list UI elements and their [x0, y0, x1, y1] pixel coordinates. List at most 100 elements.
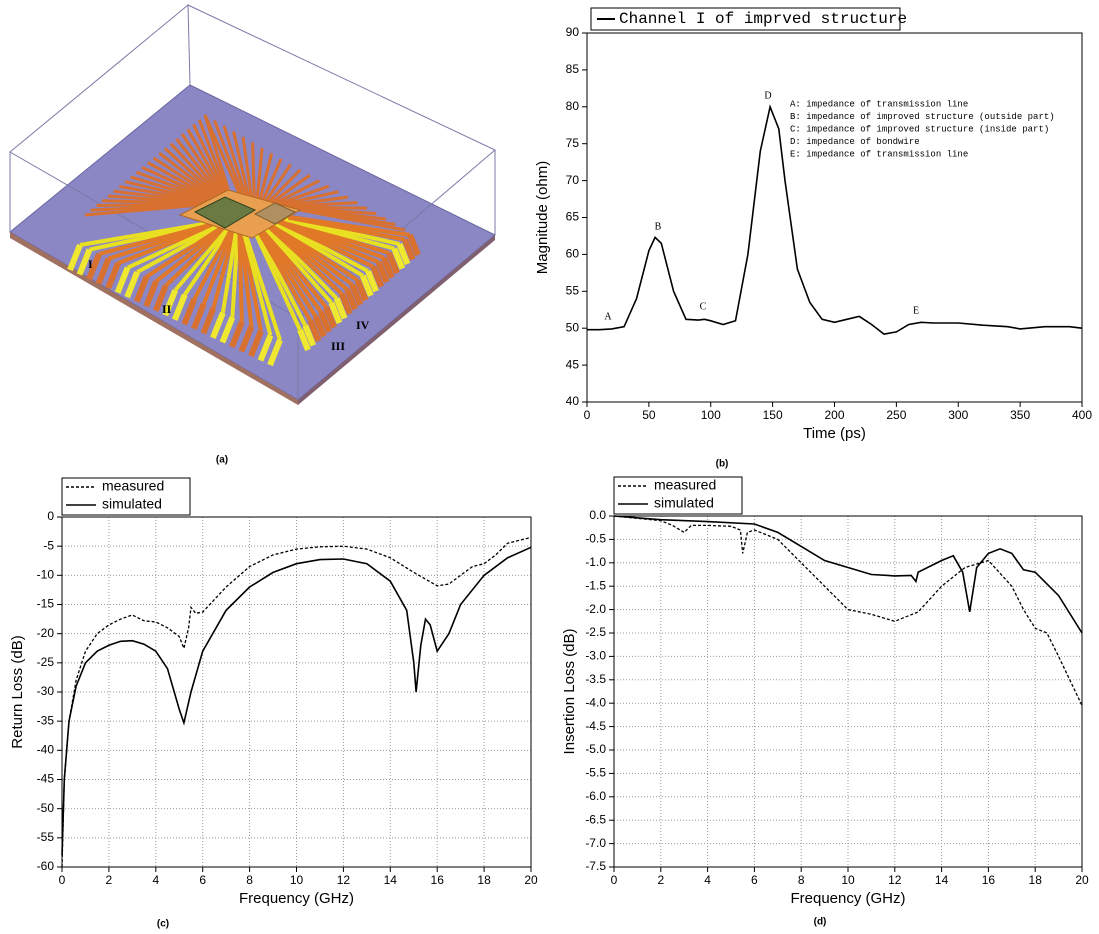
x-tick-label: 250 — [886, 408, 906, 422]
channel-label: IV — [356, 318, 370, 332]
x-tick-label: 16 — [431, 873, 445, 887]
y-tick-label: -15 — [37, 597, 55, 611]
y-tick-label: -60 — [37, 859, 55, 873]
x-tick-label: 10 — [841, 873, 855, 887]
x-tick-label: 8 — [798, 873, 805, 887]
channel-label: III — [331, 339, 345, 353]
y-tick-label: -35 — [37, 713, 55, 727]
x-tick-label: 0 — [59, 873, 66, 887]
legend-label: simulated — [102, 496, 162, 512]
y-tick-label: -20 — [37, 626, 55, 640]
x-tick-label: 400 — [1072, 408, 1092, 422]
legend-label: measured — [654, 477, 716, 493]
y-tick-label: -40 — [37, 743, 55, 757]
plot-frame — [587, 33, 1082, 402]
x-tick-label: 18 — [477, 873, 491, 887]
y-axis-label: Return Loss (dB) — [9, 635, 26, 748]
legend-label: Channel I of imprved structure — [619, 10, 907, 28]
x-axis-label: Frequency (GHz) — [239, 890, 354, 907]
x-tick-label: 50 — [642, 408, 656, 422]
x-tick-label: 12 — [888, 873, 902, 887]
caption: (b) — [716, 459, 729, 470]
x-tick-label: 18 — [1029, 873, 1043, 887]
annotation: A: impedance of transmission line — [790, 99, 968, 109]
y-tick-label: -7.5 — [585, 859, 606, 873]
y-tick-label: -45 — [37, 772, 55, 786]
x-tick-label: 0 — [584, 408, 591, 422]
point-label: E — [913, 305, 919, 316]
y-tick-label: 60 — [566, 247, 580, 261]
package-render — [10, 5, 495, 405]
y-tick-label: 70 — [566, 173, 580, 187]
channel-label: I — [88, 257, 93, 271]
y-tick-label: -3.0 — [585, 649, 606, 663]
x-tick-label: 16 — [982, 873, 996, 887]
annotation: E: impedance of transmission line — [790, 149, 968, 159]
x-tick-label: 14 — [935, 873, 949, 887]
y-tick-label: 65 — [566, 210, 580, 224]
y-axis-label: Insertion Loss (dB) — [561, 629, 578, 755]
x-tick-label: 0 — [611, 873, 618, 887]
x-tick-label: 350 — [1010, 408, 1030, 422]
y-tick-label: 90 — [566, 25, 580, 39]
y-tick-label: -5.0 — [585, 742, 606, 756]
caption: (d) — [814, 917, 827, 928]
x-tick-label: 14 — [384, 873, 398, 887]
y-tick-label: 75 — [566, 136, 580, 150]
lead — [253, 142, 255, 198]
y-tick-label: -2.5 — [585, 625, 606, 639]
y-axis-label: Magnitude (ohm) — [534, 161, 551, 274]
y-tick-label: -4.5 — [585, 719, 606, 733]
legend-label: measured — [102, 478, 164, 494]
y-tick-label: -25 — [37, 655, 55, 669]
x-tick-label: 10 — [290, 873, 304, 887]
y-tick-label: 55 — [566, 283, 580, 297]
caption: (a) — [216, 455, 228, 466]
series-line — [614, 516, 1082, 706]
y-tick-label: -50 — [37, 801, 55, 815]
y-tick-label: -3.5 — [585, 672, 606, 686]
annotation: C: impedance of improved structure (insi… — [790, 124, 1049, 134]
y-tick-label: -7.0 — [585, 836, 606, 850]
y-tick-label: -30 — [37, 684, 55, 698]
caption: (c) — [157, 919, 169, 930]
point-label: B — [655, 221, 662, 232]
y-tick-label: 85 — [566, 62, 580, 76]
y-tick-label: 0.0 — [589, 508, 606, 522]
y-tick-label: -5 — [43, 538, 54, 552]
y-tick-label: -1.0 — [585, 555, 606, 569]
x-tick-label: 150 — [763, 408, 783, 422]
y-tick-label: -5.5 — [585, 766, 606, 780]
x-tick-label: 6 — [751, 873, 758, 887]
x-tick-label: 20 — [1075, 873, 1089, 887]
y-tick-label: 80 — [566, 99, 580, 113]
y-tick-label: -0.5 — [585, 532, 606, 546]
y-tick-label: -2.0 — [585, 602, 606, 616]
x-tick-label: 200 — [824, 408, 844, 422]
x-tick-label: 12 — [337, 873, 351, 887]
y-tick-label: -55 — [37, 830, 55, 844]
x-tick-label: 8 — [246, 873, 253, 887]
x-tick-label: 6 — [199, 873, 206, 887]
legend-label: simulated — [654, 495, 714, 511]
x-tick-label: 300 — [948, 408, 968, 422]
annotation: D: impedance of bondwire — [790, 137, 920, 147]
y-tick-label: -10 — [37, 568, 55, 582]
x-axis-label: Time (ps) — [803, 425, 866, 442]
y-tick-label: 50 — [566, 320, 580, 334]
y-tick-label: 45 — [566, 357, 580, 371]
annotation: B: impedance of improved structure (outs… — [790, 112, 1055, 122]
x-tick-label: 100 — [701, 408, 721, 422]
x-tick-label: 4 — [704, 873, 711, 887]
x-tick-label: 20 — [524, 873, 538, 887]
channel-label: II — [162, 302, 172, 316]
point-label: C — [700, 301, 707, 312]
x-tick-label: 2 — [657, 873, 664, 887]
figure: I II III IV (a) 050100150200250300350400… — [0, 0, 1099, 934]
x-axis-label: Frequency (GHz) — [790, 890, 905, 907]
y-tick-label: 0 — [47, 509, 54, 523]
plot-frame — [614, 516, 1082, 867]
y-tick-label: -6.5 — [585, 812, 606, 826]
point-label: A — [604, 311, 612, 322]
y-tick-label: -4.0 — [585, 695, 606, 709]
